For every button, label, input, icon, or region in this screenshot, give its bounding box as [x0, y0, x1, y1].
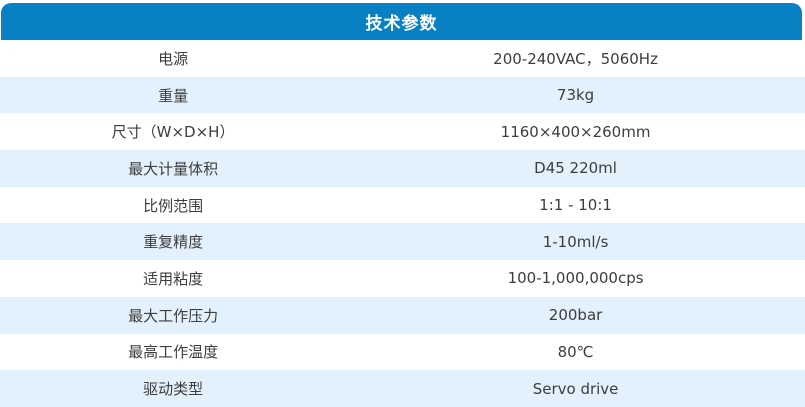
row-label: 适用粘度: [143, 269, 204, 288]
row-value: Servo drive: [532, 379, 619, 398]
row-label: 最大计量体积: [128, 159, 219, 178]
row-value: 100-1,000,000cps: [507, 269, 644, 288]
table-row-max-metering-volume: 最大计量体积 D45 220ml: [0, 150, 805, 187]
table-row-ratio-range: 比例范围 1:1 - 10:1: [0, 186, 805, 224]
row-value: D45 220ml: [534, 159, 617, 178]
row-value: 1-10ml/s: [542, 232, 609, 251]
table-header-bar: 技术参数: [1, 3, 802, 40]
table-row-dimensions: 尺寸（W×D×H） 1160×400×260mm: [0, 113, 805, 151]
row-label: 尺寸（W×D×H）: [111, 123, 235, 142]
table-row-repeat-accuracy: 重复精度 1-10ml/s: [0, 223, 805, 261]
row-value: 73kg: [556, 86, 595, 105]
row-label: 最大工作压力: [128, 306, 219, 325]
spec-table: 电源 200-240VAC，5060Hz 重量 73kg 尺寸（W×D×H） 1…: [0, 40, 805, 407]
table-row-drive-type: 驱动类型 Servo drive: [0, 370, 805, 407]
row-label: 最高工作温度: [128, 343, 219, 362]
table-row-max-working-pressure: 最大工作压力 200bar: [0, 296, 805, 334]
table-row-max-working-temperature: 最高工作温度 80℃: [0, 333, 805, 371]
row-value: 200-240VAC，5060Hz: [493, 49, 658, 68]
row-label: 比例范围: [143, 196, 204, 215]
table-row-power: 电源 200-240VAC，5060Hz: [0, 40, 805, 77]
row-label: 驱动类型: [143, 380, 204, 399]
row-value: 1160×400×260mm: [500, 122, 651, 141]
row-label: 重复精度: [143, 233, 204, 252]
table-row-weight: 重量 73kg: [0, 76, 805, 114]
row-label: 电源: [158, 49, 189, 68]
row-value: 80℃: [557, 342, 594, 361]
row-label: 重量: [158, 86, 189, 105]
table-title: 技术参数: [365, 14, 438, 34]
table-row-viscosity: 适用粘度 100-1,000,000cps: [0, 260, 805, 297]
row-value: 200bar: [548, 306, 603, 325]
row-value: 1:1 - 10:1: [539, 196, 612, 215]
